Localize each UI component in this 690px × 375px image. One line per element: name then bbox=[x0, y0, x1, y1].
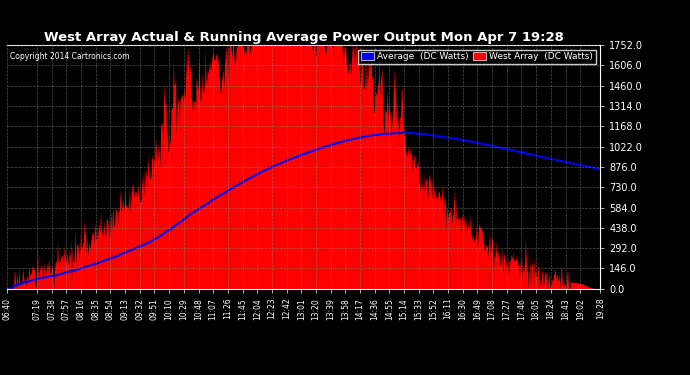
Text: Copyright 2014 Cartronics.com: Copyright 2014 Cartronics.com bbox=[10, 53, 129, 61]
Title: West Array Actual & Running Average Power Output Mon Apr 7 19:28: West Array Actual & Running Average Powe… bbox=[43, 31, 564, 44]
Legend: Average  (DC Watts), West Array  (DC Watts): Average (DC Watts), West Array (DC Watts… bbox=[358, 50, 595, 64]
